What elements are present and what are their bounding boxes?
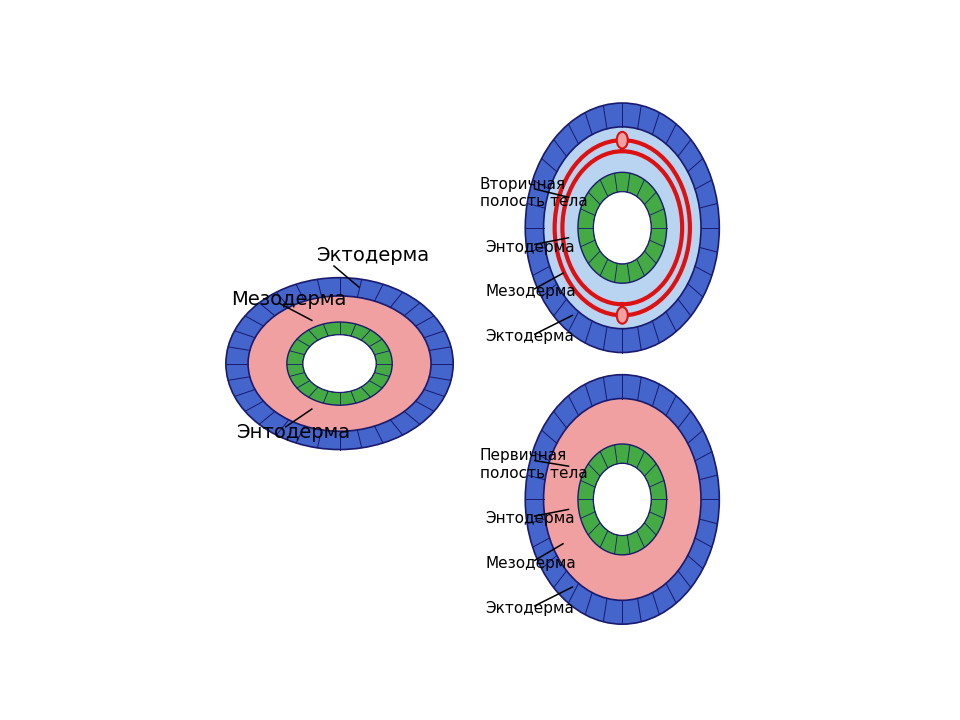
Ellipse shape [616,132,628,148]
Ellipse shape [593,192,651,264]
Ellipse shape [248,296,431,431]
Ellipse shape [593,192,651,264]
Ellipse shape [226,278,453,449]
Text: Эктодерма: Эктодерма [486,330,574,344]
Ellipse shape [563,151,683,305]
Ellipse shape [593,464,651,536]
Ellipse shape [557,416,687,582]
Ellipse shape [303,335,376,392]
Ellipse shape [248,296,431,431]
Ellipse shape [525,374,719,624]
Ellipse shape [557,416,687,582]
Ellipse shape [287,322,393,405]
Text: Эктодерма: Эктодерма [486,601,574,616]
Text: Энтодерма: Энтодерма [237,423,351,442]
Ellipse shape [543,399,701,600]
Text: Мезодерма: Мезодерма [486,284,576,299]
Ellipse shape [578,172,666,283]
Ellipse shape [543,127,701,328]
Ellipse shape [525,103,719,353]
Text: Мезодерма: Мезодерма [231,290,347,310]
Ellipse shape [543,127,701,328]
Ellipse shape [303,335,376,392]
Ellipse shape [616,307,628,324]
Text: Эктодерма: Эктодерма [318,246,430,265]
Text: Мезодерма: Мезодерма [486,556,576,571]
Text: Энтодерма: Энтодерма [486,511,575,526]
Ellipse shape [555,140,690,315]
Ellipse shape [593,464,651,536]
Ellipse shape [578,444,666,555]
Ellipse shape [543,399,701,600]
Text: Первичная
полость тела: Первичная полость тела [480,449,588,481]
Text: Вторичная
полость тела: Вторичная полость тела [480,176,588,209]
Text: Энтодерма: Энтодерма [486,240,575,255]
